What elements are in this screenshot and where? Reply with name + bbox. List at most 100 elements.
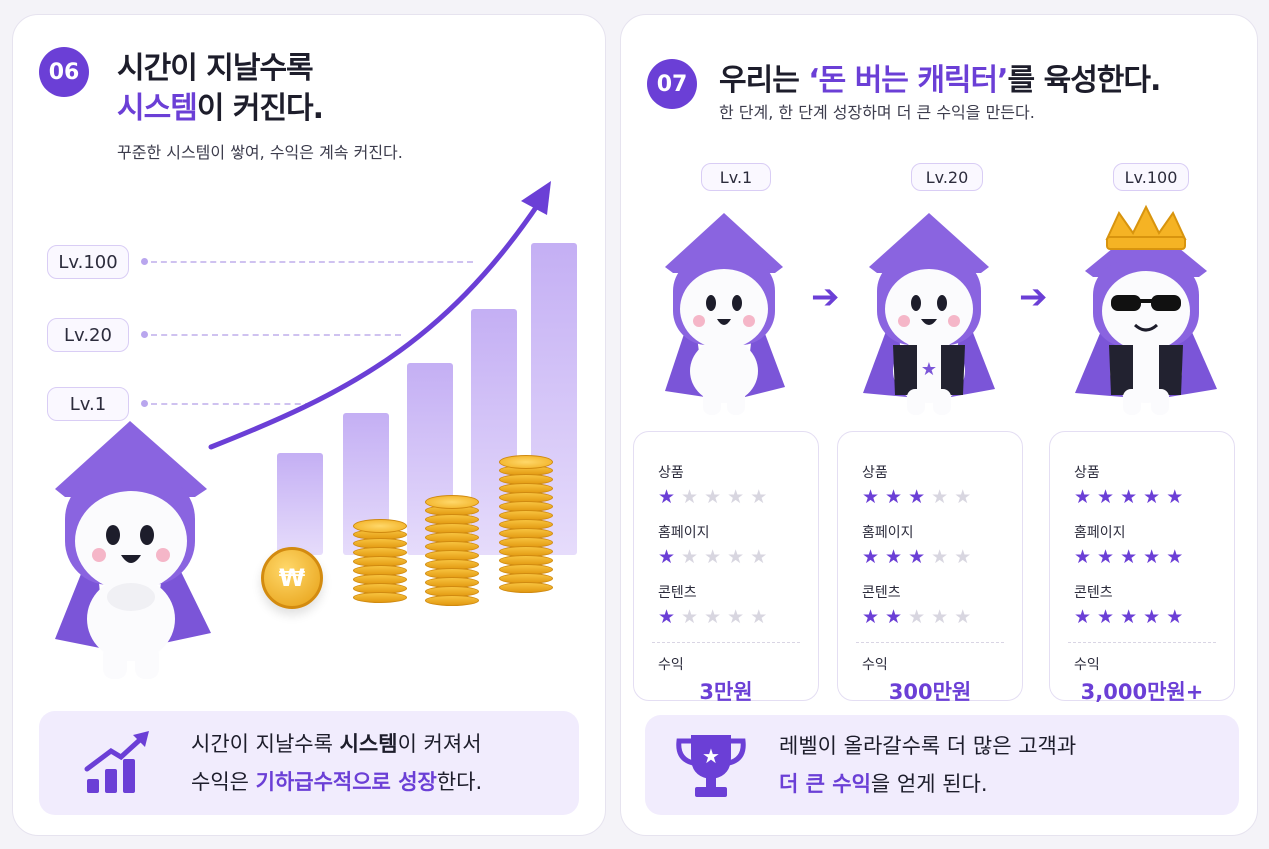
stage-card-lv20: 상품 ★★★★★ 홈페이지 ★★★★★ 콘텐츠 ★★★★★ 수익 300만원 bbox=[837, 431, 1023, 704]
star-filled-icon: ★ bbox=[1097, 486, 1121, 508]
star-empty-icon: ★ bbox=[750, 546, 774, 568]
star-filled-icon: ★ bbox=[658, 546, 682, 568]
homepage-label: 홈페이지 bbox=[862, 525, 914, 541]
panel-title: 우리는 ‘돈 버는 캐릭터’를 육성한다. bbox=[719, 61, 1162, 101]
star-empty-icon: ★ bbox=[681, 546, 705, 568]
summary-line2: 더 큰 수익을 얻게 된다. bbox=[779, 765, 1076, 803]
section-number: 07 bbox=[647, 59, 697, 109]
won-coin-icon: ₩ bbox=[261, 547, 323, 609]
stage-card-lv1: 상품 ★★★★★ 홈페이지 ★★★★★ 콘텐츠 ★★★★★ 수익 3만원 bbox=[633, 431, 819, 704]
star-filled-icon: ★ bbox=[1074, 546, 1098, 568]
product-label: 상품 bbox=[658, 465, 684, 481]
star-filled-icon: ★ bbox=[885, 606, 909, 628]
star-filled-icon: ★ bbox=[1120, 546, 1144, 568]
content-label: 콘텐츠 bbox=[658, 585, 697, 601]
summary-accent: 더 큰 수익 bbox=[779, 772, 871, 796]
star-empty-icon: ★ bbox=[704, 486, 728, 508]
star-filled-icon: ★ bbox=[908, 486, 932, 508]
svg-text:★: ★ bbox=[702, 744, 720, 768]
svg-text:★: ★ bbox=[921, 359, 937, 380]
level-guide-line bbox=[151, 403, 311, 405]
card-divider bbox=[1068, 642, 1216, 643]
coin-stack-icon bbox=[499, 455, 553, 593]
title-accent: 시스템 bbox=[117, 91, 198, 126]
homepage-rating: ★★★★★ bbox=[862, 546, 977, 568]
summary-text-part: 수익은 bbox=[191, 770, 256, 794]
star-empty-icon: ★ bbox=[954, 486, 978, 508]
content-label: 콘텐츠 bbox=[1074, 585, 1113, 601]
panel-subtitle: 한 단계, 한 단계 성장하며 더 큰 수익을 만든다. bbox=[719, 103, 1035, 122]
growth-arrow-icon bbox=[208, 181, 551, 450]
income-label: 수익 bbox=[658, 657, 684, 673]
star-filled-icon: ★ bbox=[1074, 606, 1098, 628]
star-filled-icon: ★ bbox=[862, 546, 886, 568]
star-filled-icon: ★ bbox=[1120, 606, 1144, 628]
star-empty-icon: ★ bbox=[954, 546, 978, 568]
star-empty-icon: ★ bbox=[908, 606, 932, 628]
star-empty-icon: ★ bbox=[727, 606, 751, 628]
coin-symbol: ₩ bbox=[278, 564, 306, 592]
income-value: 300만원 bbox=[888, 680, 972, 704]
homepage-label: 홈페이지 bbox=[1074, 525, 1126, 541]
star-empty-icon: ★ bbox=[727, 486, 751, 508]
title-pre: 우리는 bbox=[719, 63, 809, 98]
star-empty-icon: ★ bbox=[750, 486, 774, 508]
level-dot bbox=[141, 258, 148, 265]
growth-panel: 06 시간이 지날수록 시스템이 커진다. 꾸준한 시스템이 쌓여, 수익은 계… bbox=[12, 14, 606, 836]
mascot-lv20-icon: ★ bbox=[863, 213, 995, 415]
star-empty-icon: ★ bbox=[931, 606, 955, 628]
star-filled-icon: ★ bbox=[885, 486, 909, 508]
summary-box bbox=[645, 715, 1239, 815]
summary-line1: 시간이 지날수록 시스템이 커져서 bbox=[191, 725, 482, 763]
level-guide-line bbox=[151, 261, 473, 263]
level-guide-line bbox=[151, 334, 401, 336]
section-number: 06 bbox=[39, 47, 89, 97]
mascot-lv100-icon bbox=[1075, 204, 1217, 415]
homepage-label: 홈페이지 bbox=[658, 525, 710, 541]
star-filled-icon: ★ bbox=[1166, 486, 1190, 508]
level-pill-1: Lv.1 bbox=[47, 387, 129, 421]
income-value: 3만원 bbox=[699, 680, 753, 704]
star-filled-icon: ★ bbox=[885, 546, 909, 568]
star-filled-icon: ★ bbox=[908, 546, 932, 568]
card-divider bbox=[856, 642, 1004, 643]
product-rating: ★★★★★ bbox=[1074, 486, 1189, 508]
content-rating: ★★★★★ bbox=[658, 606, 773, 628]
stage-level-pill: Lv.20 bbox=[911, 163, 983, 191]
panel-title: 시간이 지날수록 시스템이 커진다. bbox=[117, 49, 324, 129]
level-dot bbox=[141, 331, 148, 338]
product-rating: ★★★★★ bbox=[658, 486, 773, 508]
title-post: 를 육성한다. bbox=[1007, 63, 1162, 98]
character-panel: 07 우리는 ‘돈 버는 캐릭터’를 육성한다. 한 단계, 한 단계 성장하며… bbox=[620, 14, 1258, 836]
level-pill-20: Lv.20 bbox=[47, 318, 129, 352]
content-label: 콘텐츠 bbox=[862, 585, 901, 601]
star-filled-icon: ★ bbox=[1097, 546, 1121, 568]
star-empty-icon: ★ bbox=[704, 546, 728, 568]
star-empty-icon: ★ bbox=[954, 606, 978, 628]
level-dot bbox=[141, 400, 148, 407]
star-filled-icon: ★ bbox=[862, 606, 886, 628]
mascot-lv1-icon bbox=[665, 213, 785, 415]
star-filled-icon: ★ bbox=[1166, 606, 1190, 628]
star-filled-icon: ★ bbox=[1097, 606, 1121, 628]
star-filled-icon: ★ bbox=[1143, 486, 1167, 508]
star-empty-icon: ★ bbox=[704, 606, 728, 628]
growth-bar bbox=[277, 453, 323, 555]
star-filled-icon: ★ bbox=[658, 486, 682, 508]
income-label: 수익 bbox=[862, 657, 888, 673]
stage-level-pill: Lv.100 bbox=[1113, 163, 1189, 191]
title-line2: 시스템이 커진다. bbox=[117, 89, 324, 129]
content-rating: ★★★★★ bbox=[862, 606, 977, 628]
star-filled-icon: ★ bbox=[1143, 546, 1167, 568]
summary-text: 시간이 지날수록 시스템이 커져서 수익은 기하급수적으로 성장한다. bbox=[191, 725, 482, 801]
star-empty-icon: ★ bbox=[750, 606, 774, 628]
title-rest: 이 커진다. bbox=[196, 91, 324, 126]
product-label: 상품 bbox=[1074, 465, 1100, 481]
arrow-right-icon: ➔ bbox=[811, 277, 840, 317]
card-divider bbox=[652, 642, 800, 643]
star-filled-icon: ★ bbox=[658, 606, 682, 628]
arrow-right-icon: ➔ bbox=[1019, 277, 1048, 317]
summary-text-part: 을 얻게 된다. bbox=[870, 772, 988, 796]
coin-stack-icon bbox=[353, 519, 407, 603]
homepage-rating: ★★★★★ bbox=[1074, 546, 1189, 568]
